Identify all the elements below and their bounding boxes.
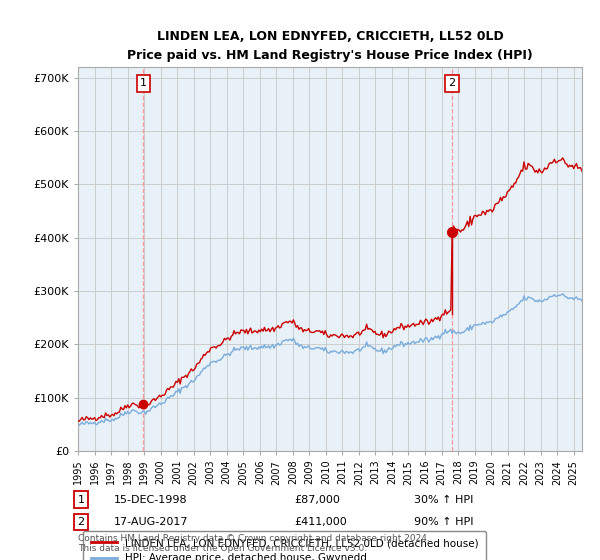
Text: 17-AUG-2017: 17-AUG-2017 <box>114 517 188 527</box>
Text: 2: 2 <box>448 78 455 88</box>
Text: 15-DEC-1998: 15-DEC-1998 <box>114 494 188 505</box>
Text: 2: 2 <box>77 517 85 527</box>
Text: £87,000: £87,000 <box>294 494 340 505</box>
Legend: LINDEN LEA, LON EDNYFED, CRICCIETH, LL52 0LD (detached house), HPI: Average pric: LINDEN LEA, LON EDNYFED, CRICCIETH, LL52… <box>83 531 486 560</box>
Text: 30% ↑ HPI: 30% ↑ HPI <box>414 494 473 505</box>
Text: 1: 1 <box>140 78 147 88</box>
Title: LINDEN LEA, LON EDNYFED, CRICCIETH, LL52 0LD
Price paid vs. HM Land Registry's H: LINDEN LEA, LON EDNYFED, CRICCIETH, LL52… <box>127 30 533 62</box>
Text: 90% ↑ HPI: 90% ↑ HPI <box>414 517 473 527</box>
Text: Contains HM Land Registry data © Crown copyright and database right 2024.
This d: Contains HM Land Registry data © Crown c… <box>78 534 430 553</box>
Text: 1: 1 <box>77 494 85 505</box>
Text: £411,000: £411,000 <box>294 517 347 527</box>
